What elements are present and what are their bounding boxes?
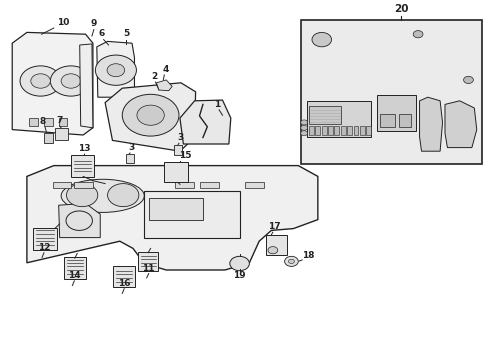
Bar bbox=[308, 106, 340, 124]
Circle shape bbox=[229, 256, 249, 271]
FancyBboxPatch shape bbox=[63, 257, 86, 279]
FancyBboxPatch shape bbox=[300, 20, 481, 164]
Bar bbox=[53, 182, 71, 188]
Text: 11: 11 bbox=[142, 264, 155, 273]
Text: 2: 2 bbox=[151, 72, 157, 81]
Text: 14: 14 bbox=[68, 271, 81, 280]
Bar bbox=[74, 182, 93, 188]
Bar bbox=[340, 126, 345, 135]
Bar bbox=[149, 198, 203, 220]
Bar bbox=[200, 182, 219, 188]
Polygon shape bbox=[12, 32, 93, 135]
Text: 19: 19 bbox=[233, 271, 245, 280]
Text: 12: 12 bbox=[38, 243, 50, 252]
Circle shape bbox=[50, 66, 91, 96]
Bar bbox=[55, 128, 68, 140]
Text: 5: 5 bbox=[123, 29, 129, 38]
Circle shape bbox=[300, 125, 307, 130]
Polygon shape bbox=[156, 80, 172, 91]
FancyBboxPatch shape bbox=[138, 252, 158, 271]
Circle shape bbox=[463, 76, 472, 84]
Circle shape bbox=[284, 256, 298, 266]
Bar bbox=[321, 126, 326, 135]
Circle shape bbox=[122, 94, 179, 136]
Text: 18: 18 bbox=[302, 251, 314, 260]
Text: 9: 9 bbox=[90, 19, 97, 28]
Circle shape bbox=[311, 32, 331, 47]
Bar bbox=[175, 182, 193, 188]
Circle shape bbox=[137, 105, 164, 125]
Text: 13: 13 bbox=[78, 144, 91, 153]
Polygon shape bbox=[97, 41, 134, 97]
Text: 15: 15 bbox=[178, 151, 191, 160]
Text: 16: 16 bbox=[118, 279, 130, 288]
Circle shape bbox=[20, 66, 61, 96]
Bar bbox=[327, 126, 332, 135]
Bar bbox=[366, 126, 370, 135]
Bar bbox=[144, 191, 239, 238]
Bar bbox=[59, 118, 67, 126]
Text: 4: 4 bbox=[162, 65, 168, 74]
Text: 7: 7 bbox=[56, 116, 63, 125]
Text: 3: 3 bbox=[178, 133, 183, 142]
Text: 20: 20 bbox=[393, 4, 407, 14]
Polygon shape bbox=[59, 203, 100, 238]
Circle shape bbox=[95, 55, 136, 85]
Text: 1: 1 bbox=[214, 100, 220, 109]
Bar bbox=[29, 118, 38, 126]
Bar bbox=[265, 235, 286, 255]
Bar bbox=[44, 118, 53, 126]
Bar bbox=[126, 154, 134, 163]
Text: 10: 10 bbox=[57, 18, 70, 27]
Circle shape bbox=[107, 64, 124, 77]
Bar bbox=[173, 145, 182, 155]
Polygon shape bbox=[444, 101, 476, 148]
FancyBboxPatch shape bbox=[113, 266, 135, 287]
Circle shape bbox=[267, 247, 277, 254]
Bar bbox=[308, 126, 313, 135]
Text: 3: 3 bbox=[128, 143, 134, 152]
Circle shape bbox=[107, 184, 139, 207]
Bar bbox=[315, 126, 320, 135]
Bar bbox=[353, 126, 358, 135]
Bar bbox=[398, 114, 410, 127]
Polygon shape bbox=[419, 97, 442, 151]
Bar bbox=[334, 126, 339, 135]
Bar bbox=[359, 126, 364, 135]
Polygon shape bbox=[180, 100, 230, 144]
Bar bbox=[346, 126, 351, 135]
FancyBboxPatch shape bbox=[33, 228, 57, 250]
Circle shape bbox=[31, 74, 50, 88]
FancyBboxPatch shape bbox=[164, 162, 187, 182]
Circle shape bbox=[66, 184, 98, 207]
Bar bbox=[44, 133, 53, 143]
Text: 17: 17 bbox=[268, 222, 281, 231]
Text: 6: 6 bbox=[99, 29, 104, 38]
Circle shape bbox=[288, 259, 294, 264]
Circle shape bbox=[300, 120, 307, 125]
Circle shape bbox=[412, 31, 422, 38]
Ellipse shape bbox=[61, 179, 144, 212]
Bar bbox=[245, 182, 264, 188]
Text: 8: 8 bbox=[40, 117, 46, 126]
Polygon shape bbox=[80, 44, 93, 128]
Bar bbox=[306, 101, 370, 137]
Polygon shape bbox=[27, 166, 317, 270]
FancyBboxPatch shape bbox=[71, 155, 94, 177]
Bar bbox=[376, 95, 415, 131]
Circle shape bbox=[61, 74, 81, 88]
Circle shape bbox=[300, 131, 307, 136]
Bar bbox=[380, 114, 394, 127]
Polygon shape bbox=[105, 83, 195, 151]
